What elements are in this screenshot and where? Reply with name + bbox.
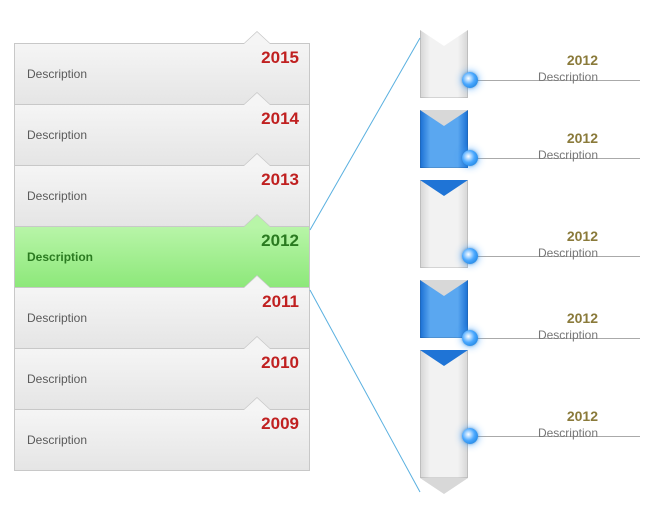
timeline-dot-icon [462,330,478,346]
year-list: Description 2015 Description 2014 Descriptio… [14,44,310,471]
year-row-description: Description [27,311,87,325]
detail-description: Description [538,246,598,260]
chevron-segment [420,350,468,478]
year-row-description: Description [27,189,87,203]
year-row-year: 2009 [261,414,299,434]
detail-year: 2012 [567,228,598,244]
year-row-year: 2011 [262,292,299,312]
year-row-year: 2013 [261,170,299,190]
row-notch-icon [243,336,271,349]
year-row-year: 2015 [261,48,299,68]
chevron-segment [420,180,468,268]
year-row-description: Description [27,67,87,81]
chevron-segment [420,30,468,98]
detail-description: Description [538,426,598,440]
chevron-segment [420,280,468,338]
year-row-year: 2014 [261,109,299,129]
detail-description: Description [538,328,598,342]
chevron-column [420,30,468,500]
year-row-year: 2010 [261,353,299,373]
year-row-description: Description [27,250,93,264]
row-notch-icon [243,214,271,227]
timeline-dot-icon [462,248,478,264]
year-row-description: Description [27,372,87,386]
detail-description: Description [538,70,598,84]
timeline-dot-icon [462,428,478,444]
detail-year: 2012 [567,408,598,424]
detail-year: 2012 [567,130,598,146]
row-notch-icon [243,397,271,410]
row-notch-icon [243,31,271,44]
timeline-dot-icon [462,72,478,88]
detail-year: 2012 [567,52,598,68]
row-notch-icon [243,275,271,288]
year-row-description: Description [27,128,87,142]
year-row-year: 2012 [261,231,299,251]
year-row-description: Description [27,433,87,447]
timeline-dot-icon [462,150,478,166]
chevron-segment [420,110,468,168]
detail-year: 2012 [567,310,598,326]
row-notch-icon [243,92,271,105]
detail-description: Description [538,148,598,162]
row-notch-icon [243,153,271,166]
year-row[interactable]: Description 2009 [14,409,310,471]
